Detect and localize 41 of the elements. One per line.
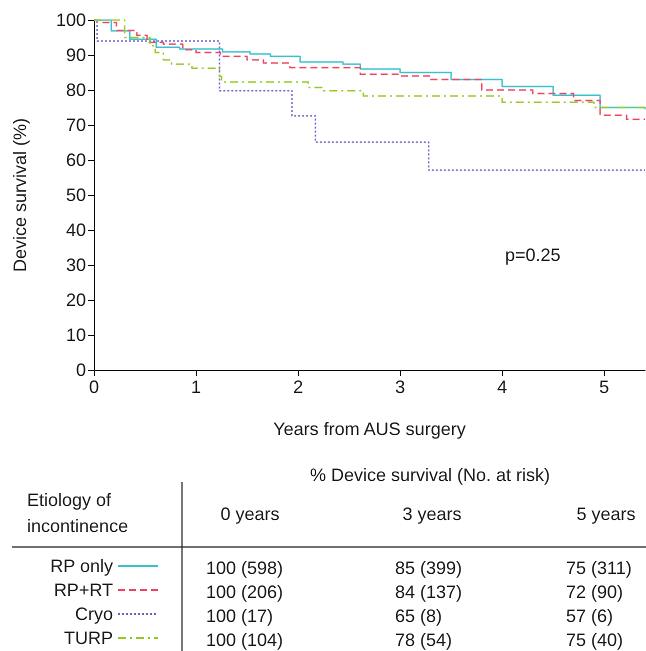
text: 3 years	[402, 504, 462, 524]
x-tick-label: 5	[599, 377, 610, 397]
text: 65 (8)	[395, 606, 442, 626]
text: 57 (6)	[566, 606, 614, 626]
text: 100 (598)	[206, 558, 284, 578]
text: 100 (206)	[206, 582, 284, 602]
y-tick-label: 20	[66, 290, 86, 310]
text: Etiology of incontinence	[27, 490, 128, 536]
text: 72 (90)	[566, 582, 624, 602]
text: 78 (54)	[395, 630, 452, 650]
y-tick-label: 30	[66, 255, 86, 275]
x-tick-label: 1	[191, 377, 202, 397]
y-tick-label: 80	[66, 80, 86, 100]
y-tick-label: 90	[66, 45, 86, 65]
text: 100 (17)	[206, 606, 274, 626]
y-tick-label: 10	[66, 325, 86, 345]
text: 0 years	[220, 504, 280, 524]
x-tick-label: 0	[88, 377, 100, 397]
x-axis-title: Years from AUS surgery	[273, 419, 466, 439]
y-tick-label: 0	[76, 360, 86, 380]
x-tick-label: 4	[497, 377, 508, 397]
legend-label: RP+RT	[54, 580, 114, 600]
x-tick-label: 2	[293, 377, 304, 397]
text: 75 (311)	[566, 558, 632, 578]
text: 100 (104)	[206, 630, 284, 650]
text: 5 years	[576, 504, 636, 524]
legend-label: RP only	[50, 556, 113, 576]
text: 75 (40)	[566, 630, 624, 650]
legend-label: Cryo	[74, 604, 113, 624]
y-tick-label: 40	[66, 220, 86, 240]
legend-label: TURP	[64, 628, 113, 648]
text: % Device survival (No. at risk)	[310, 465, 550, 485]
text: 85 (399)	[395, 558, 462, 578]
x-tick-label: 3	[395, 377, 406, 397]
annotation: p=0.25	[505, 245, 561, 265]
y-axis-title: Device survival (%)	[10, 118, 30, 272]
y-tick-label: 100	[56, 10, 86, 30]
text: 84 (137)	[395, 582, 462, 602]
y-tick-label: 50	[66, 185, 86, 205]
y-tick-label: 60	[66, 150, 86, 170]
y-tick-label: 70	[66, 115, 86, 135]
